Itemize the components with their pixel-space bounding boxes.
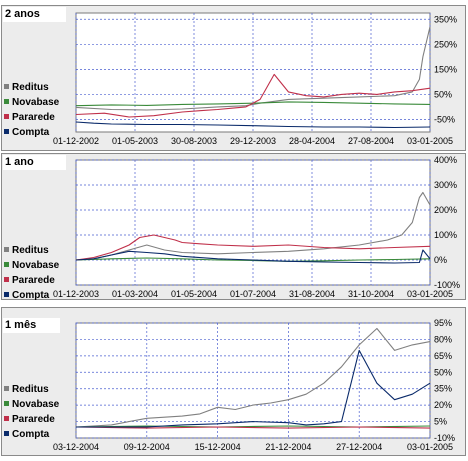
legend-item-compta: Compta bbox=[4, 125, 59, 140]
x-tick-label: 27-08-2004 bbox=[348, 136, 394, 146]
x-tick-label: 28-04-2004 bbox=[289, 136, 335, 146]
legend-swatch bbox=[4, 401, 9, 406]
legend-label: Novabase bbox=[12, 399, 60, 410]
legend-label: Pararede bbox=[12, 414, 55, 425]
legend-swatch bbox=[4, 416, 9, 421]
legend-label: Compta bbox=[12, 429, 50, 440]
legend-swatch bbox=[4, 247, 9, 252]
legend-label: Novabase bbox=[12, 260, 60, 271]
chart-title: 1 ano bbox=[3, 155, 66, 170]
chart-panel-1-mes: 1 mês Reditus Novabase Pararede Compta 9… bbox=[1, 307, 466, 456]
legend: Reditus Novabase Pararede Compta bbox=[4, 382, 59, 442]
x-tick-label: 03-12-2004 bbox=[53, 442, 99, 452]
line-chart: 95% 80% 65% 50% 35% 20% 5% -10% 03-12-2004 09-12-… bbox=[53, 318, 455, 452]
y-tick-label: 350% bbox=[434, 14, 457, 24]
y-tick-label: 5% bbox=[434, 417, 447, 427]
plot-area bbox=[75, 159, 431, 286]
plot-area bbox=[75, 12, 431, 133]
legend-swatch bbox=[4, 114, 9, 119]
legend-label: Reditus bbox=[12, 384, 49, 395]
legend-item-pararede: Pararede bbox=[4, 273, 59, 288]
y-tick-label: 400% bbox=[434, 155, 457, 165]
x-tick-label: 15-12-2004 bbox=[195, 442, 241, 452]
legend-swatch bbox=[4, 99, 9, 104]
legend-swatch bbox=[4, 431, 9, 436]
legend: Reditus Novabase Pararede Compta bbox=[4, 243, 59, 303]
x-tick-label: 09-12-2004 bbox=[124, 442, 170, 452]
y-tick-label: 35% bbox=[434, 384, 452, 394]
legend-swatch bbox=[4, 277, 9, 282]
legend-item-novabase: Novabase bbox=[4, 95, 59, 110]
y-tick-label: 200% bbox=[434, 205, 457, 215]
legend-item-novabase: Novabase bbox=[4, 397, 59, 412]
x-tick-label: 01-03-2004 bbox=[112, 289, 158, 299]
x-tick-label: 03-01-2005 bbox=[407, 289, 453, 299]
chart-title: 2 anos bbox=[3, 7, 66, 22]
x-tick-label: 31-08-2004 bbox=[289, 289, 335, 299]
y-tick-label: 50% bbox=[434, 89, 452, 99]
x-tick-label: 31-10-2004 bbox=[348, 289, 394, 299]
series-line-compta bbox=[76, 349, 431, 428]
legend-item-compta: Compta bbox=[4, 427, 59, 442]
y-tick-label: 300% bbox=[434, 180, 457, 190]
legend-item-pararede: Pararede bbox=[4, 110, 59, 125]
legend-item-novabase: Novabase bbox=[4, 258, 59, 273]
series-line-pararede bbox=[75, 426, 431, 429]
y-tick-label: 50% bbox=[434, 367, 452, 377]
legend-label: Pararede bbox=[12, 112, 55, 123]
legend-label: Pararede bbox=[12, 275, 55, 286]
series-line-compta bbox=[75, 121, 431, 129]
y-tick-label: 80% bbox=[434, 334, 452, 344]
x-tick-label: 30-08-2003 bbox=[171, 136, 217, 146]
legend-label: Compta bbox=[12, 290, 50, 301]
legend-item-reditus: Reditus bbox=[4, 80, 59, 95]
plot-area bbox=[75, 322, 431, 439]
y-tick-label: 20% bbox=[434, 400, 452, 410]
legend-item-compta: Compta bbox=[4, 288, 59, 303]
y-tick-label: 100% bbox=[434, 230, 457, 240]
y-tick-label: 150% bbox=[434, 64, 457, 74]
y-tick-label: -50% bbox=[434, 114, 455, 124]
x-tick-label: 01-05-2003 bbox=[112, 136, 158, 146]
y-tick-label: -10% bbox=[434, 433, 455, 443]
x-tick-label: 21-12-2004 bbox=[265, 442, 311, 452]
legend-swatch bbox=[4, 292, 9, 297]
legend-item-reditus: Reditus bbox=[4, 382, 59, 397]
legend-swatch bbox=[4, 84, 9, 89]
legend-label: Reditus bbox=[12, 82, 49, 93]
chart-panel-1-ano: 1 ano Reditus Novabase Pararede Compta 4… bbox=[1, 153, 466, 303]
series-line-reditus bbox=[75, 26, 431, 111]
x-tick-label: 01-12-2002 bbox=[53, 136, 99, 146]
x-tick-label: 01-12-2003 bbox=[53, 289, 99, 299]
y-tick-label: 95% bbox=[434, 318, 452, 328]
series-line-pararede bbox=[75, 73, 431, 118]
line-chart: 350% 250% 150% 50% -50% 01-12-2002 01-05-2003 3… bbox=[53, 12, 457, 146]
line-chart: 400% 300% 200% 100% 0% -100% 01-12-2003 01-03-2… bbox=[53, 155, 460, 299]
x-tick-label: 01-07-2004 bbox=[230, 289, 276, 299]
series-line-compta bbox=[75, 249, 431, 264]
legend-swatch bbox=[4, 129, 9, 134]
x-tick-label: 27-12-2004 bbox=[336, 442, 382, 452]
series-line-reditus bbox=[75, 327, 431, 428]
legend-label: Novabase bbox=[12, 97, 60, 108]
chart-title: 1 mês bbox=[3, 318, 60, 333]
legend-label: Reditus bbox=[12, 245, 49, 256]
y-tick-label: 65% bbox=[434, 351, 452, 361]
legend-item-reditus: Reditus bbox=[4, 243, 59, 258]
series-line-pararede bbox=[75, 234, 431, 261]
legend-item-pararede: Pararede bbox=[4, 412, 59, 427]
chart-panel-2-anos: 2 anos Reditus Novabase Pararede Compta … bbox=[1, 5, 466, 151]
legend: Reditus Novabase Pararede Compta bbox=[4, 80, 59, 140]
x-tick-label: 03-01-2005 bbox=[407, 136, 453, 146]
y-tick-label: 250% bbox=[434, 39, 457, 49]
x-tick-label: 29-12-2003 bbox=[230, 136, 276, 146]
legend-swatch bbox=[4, 386, 9, 391]
y-tick-label: 0% bbox=[434, 255, 447, 265]
legend-swatch bbox=[4, 262, 9, 267]
x-tick-label: 03-01-2005 bbox=[407, 442, 453, 452]
y-tick-label: -100% bbox=[434, 280, 460, 290]
series-line-reditus bbox=[75, 191, 431, 261]
legend-label: Compta bbox=[12, 127, 50, 138]
x-tick-label: 01-05-2004 bbox=[171, 289, 217, 299]
